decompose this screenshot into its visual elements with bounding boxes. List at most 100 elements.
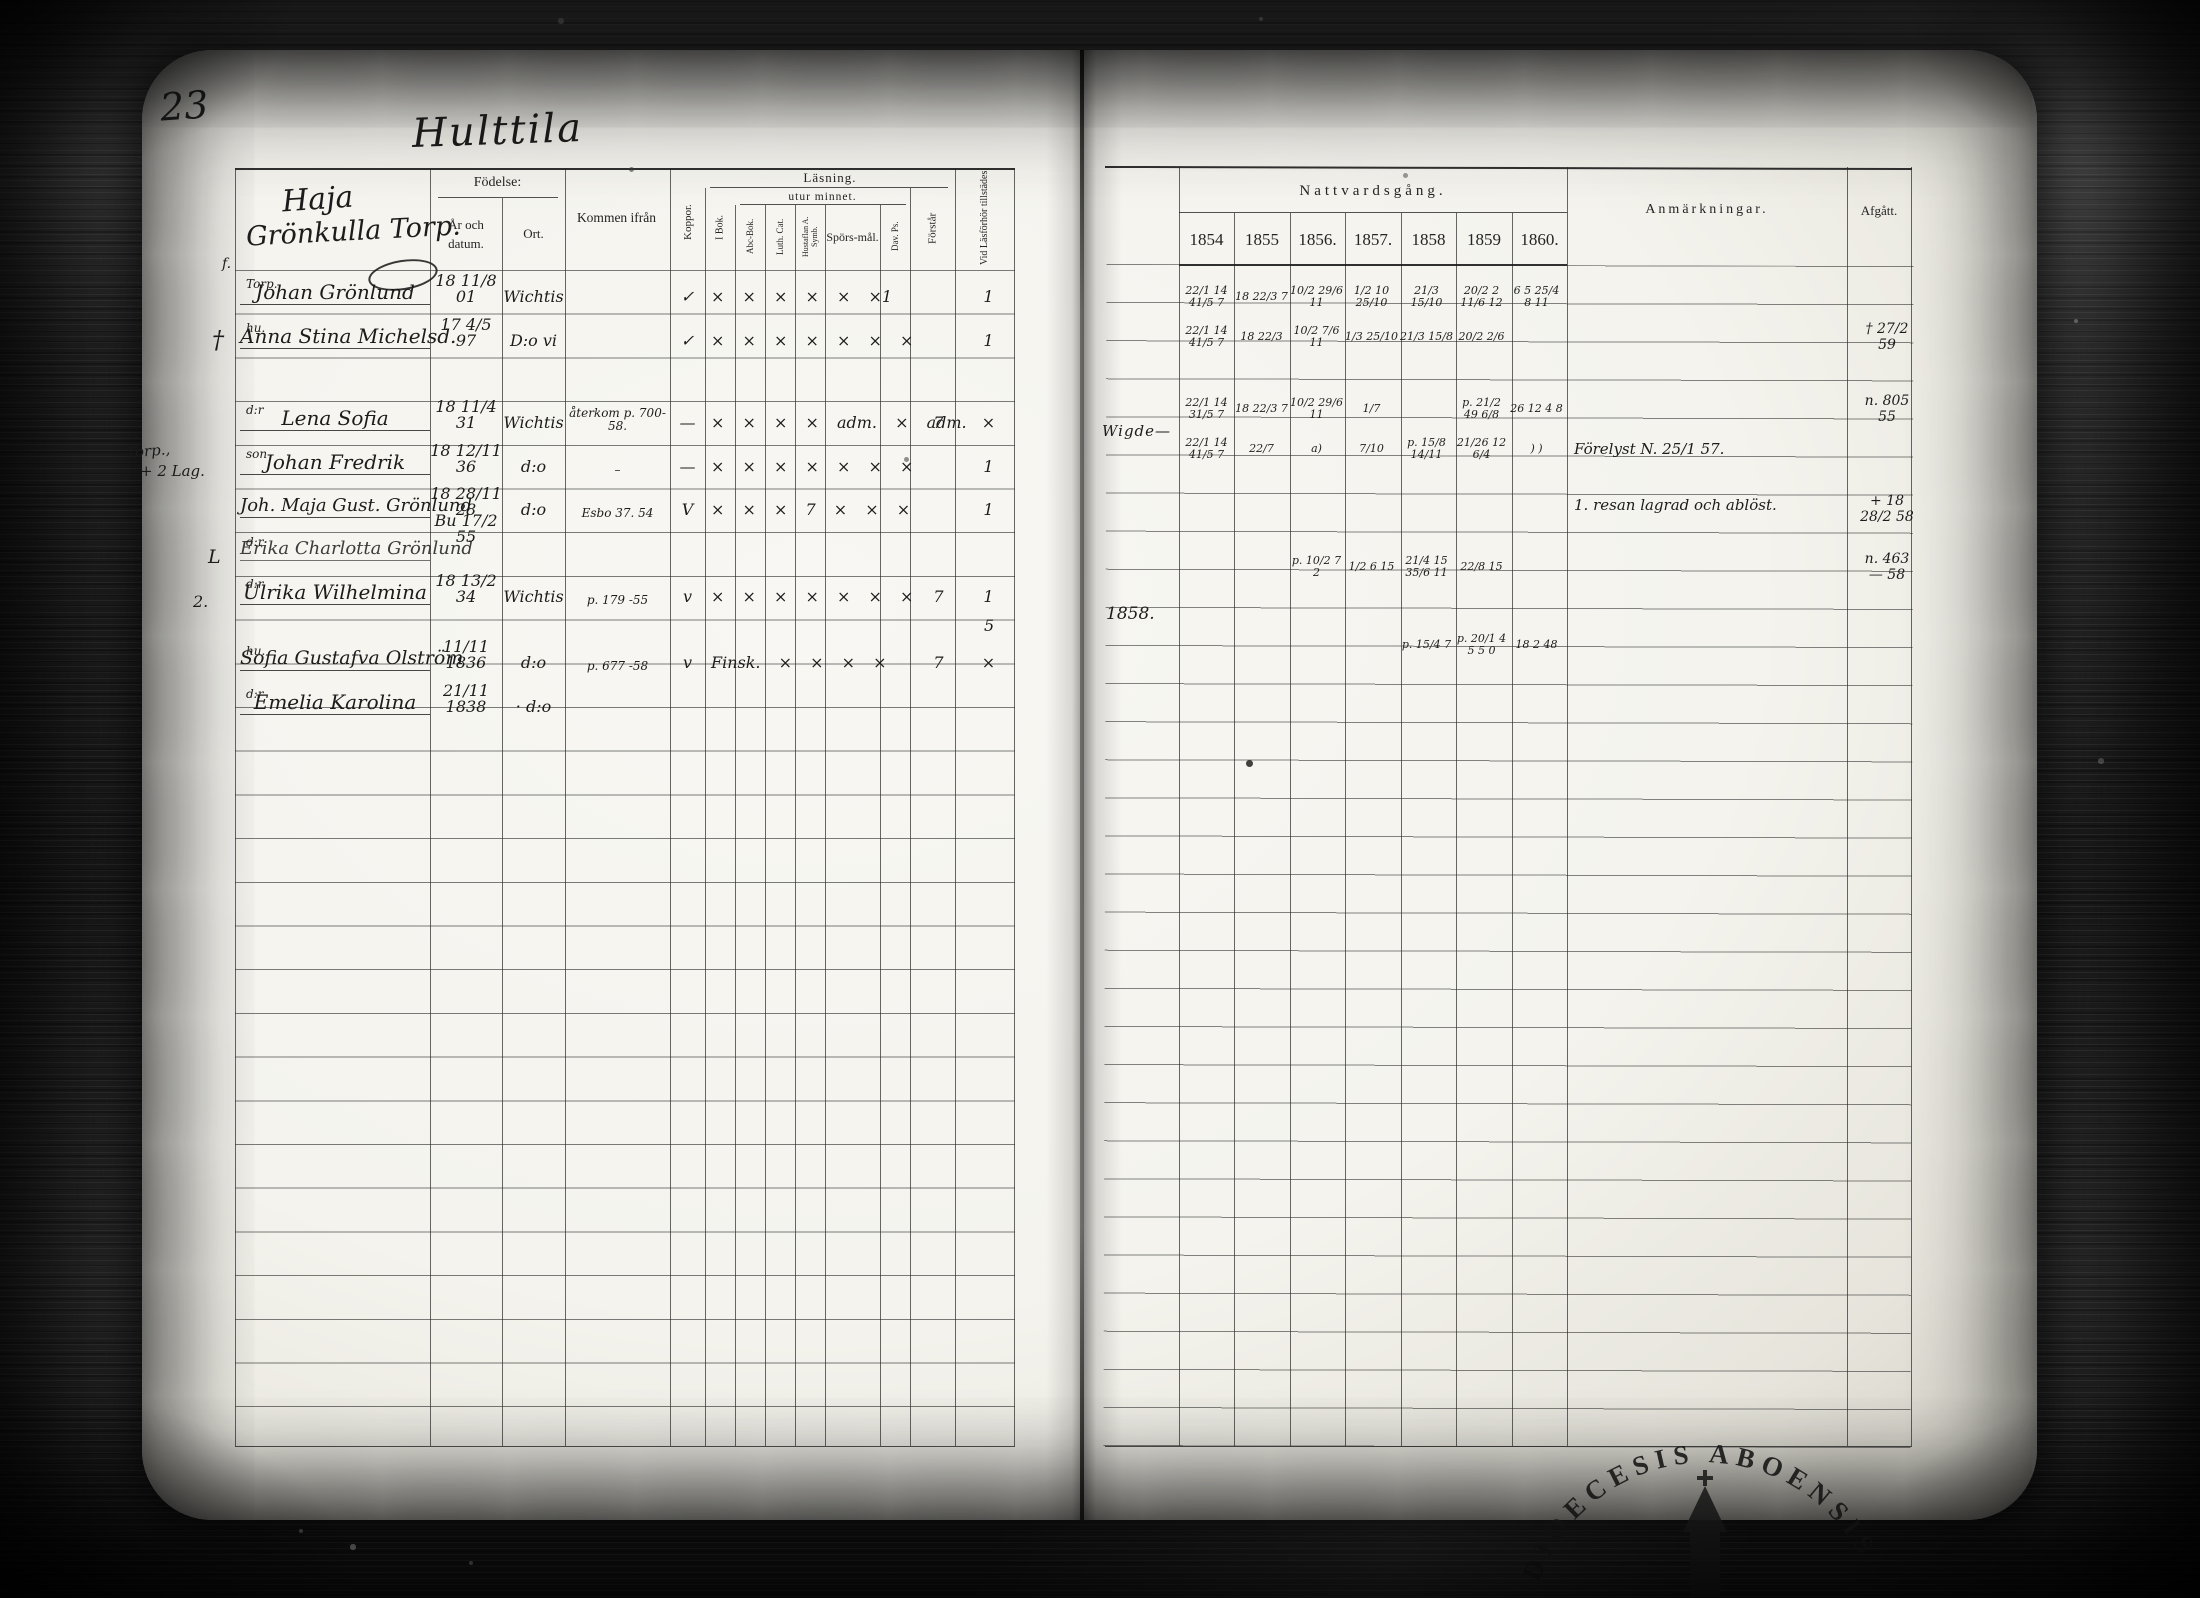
communion-1854: 22/1 14 41/5 7 — [1185, 435, 1228, 461]
smallpox-mark: — — [679, 457, 696, 476]
smallpox-mark: ✓ — [680, 287, 695, 306]
left-table-top-border — [235, 168, 1015, 170]
birth-place: d:o — [520, 457, 547, 476]
margin-note: f. — [222, 256, 232, 272]
reading-marks: × × × × × × × — [711, 331, 914, 350]
table-row: Joh. Maja Gust. Grönlund 18 28/11 28 d:o… — [240, 479, 1012, 523]
table-row: son Johan Fredrik 18 12/11 36 d:o – — × ×… — [240, 436, 1012, 480]
reading-marks: × × × × × ×1 — [711, 287, 893, 306]
reading-marks: Finsk. × × × × — [711, 653, 887, 672]
departed-note: n. 805 55 — [1864, 392, 1910, 425]
smallpox-mark: — — [679, 413, 696, 432]
page-number: 23 — [158, 82, 210, 130]
table-row: 22/1 14 41/5 7 22/7 a) 7/10 p. 15/8 14/1… — [1105, 428, 1911, 470]
arrived-from — [565, 351, 670, 354]
header-underline — [438, 197, 558, 198]
smallpox-mark: V — [681, 500, 694, 519]
birth-date: 18 11/8 01 — [435, 271, 497, 306]
left-table-row-lines — [235, 270, 1015, 1447]
communion-1859: 22/8 15 — [1460, 559, 1503, 573]
table-row: Torp. Johan Grönlund 18 11/8 01 Wichtis ✓… — [240, 266, 1012, 310]
understands-mark — [916, 349, 961, 354]
communion-1854: 22/1 14 41/5 7 — [1185, 283, 1228, 309]
smallpox-mark: v — [682, 587, 693, 606]
person-name: Emelia Karolina — [240, 692, 430, 715]
arrived-from: – — [614, 463, 621, 478]
communion-1858: 21/3 15/8 — [1400, 329, 1453, 343]
table-row: hu. Sofia Gustafva Olström 11/11 1836 d:o… — [240, 632, 1012, 676]
birth-date: 17 4/5 97 — [440, 315, 492, 350]
reading-marks: × × × 7 × × × — [711, 500, 911, 519]
communion-1854: 22/1 14 41/5 7 — [1185, 323, 1228, 349]
remark: 1. resan lagrad och ablöst. — [1574, 496, 1777, 514]
table-row: d:r Ulrika Wilhelmina 18 13/2 34 Wichtis … — [240, 566, 1012, 610]
communion-1857: 1/3 25/10 — [1345, 329, 1398, 343]
communion-1856: 10/2 29/6 11 — [1290, 395, 1343, 421]
communion-1859: p. 21/2 49 6/8 — [1462, 395, 1501, 421]
header-vid-lasforhor: Vid Läsförhör tillstädes — [978, 170, 990, 266]
birth-date: 18 11/4 31 — [435, 397, 497, 432]
birth-place: Wichtis — [503, 287, 564, 306]
understands-mark: 7 — [933, 587, 944, 606]
person-name: Anna Stina Michelsd. — [240, 324, 457, 349]
header-anmarkningar: Anmärkningar. — [1645, 202, 1769, 217]
attendance-mark: 1 — [983, 287, 994, 306]
person-name: Lena Sofia — [240, 408, 430, 431]
reading-marks — [705, 715, 916, 720]
arrived-from: återkom p. 700-58. — [569, 406, 666, 434]
margin-note: L — [208, 546, 221, 568]
birth-place: Wichtis — [503, 587, 564, 606]
header-ar-och-datum: År och datum. — [448, 216, 484, 252]
attendance-mark: 1 — [983, 587, 994, 606]
birth-date: Bu 17/2 55 — [434, 511, 498, 546]
header-underline — [740, 204, 906, 205]
header-hustaflan: Hustaflan A. Symb. — [800, 216, 819, 257]
row-prefix: hu. — [246, 644, 266, 658]
communion-1860: 26 12 4 8 — [1510, 401, 1563, 415]
header-luth-cat: Luth. Cat. — [775, 218, 785, 255]
header-utur-minnet: utur minnet. — [788, 190, 857, 203]
attendance-mark — [961, 715, 1016, 720]
gutter-note-wigde: Wigde— — [1102, 422, 1172, 440]
communion-1859: 20/2 2/6 — [1458, 329, 1505, 343]
header-year-1855: 1855 — [1245, 230, 1279, 249]
header-underline — [1179, 212, 1567, 213]
row-prefix: son — [246, 447, 268, 461]
birth-date: 11/11 1836 — [442, 637, 490, 672]
header-ort: Ort. — [523, 226, 544, 241]
understands-mark — [916, 715, 961, 720]
person-name: Joh. Maja Gust. Grönlund — [240, 495, 473, 518]
communion-1855: 18 22/3 7 — [1235, 401, 1288, 415]
attendance-mark: × — [981, 413, 996, 432]
reading-marks: × × × × adm. × adm. — [711, 413, 967, 432]
communion-1859: p. 20/1 4 5 5 0 — [1456, 631, 1507, 657]
departed-note: n. 463 — 58 — [1864, 550, 1910, 583]
communion-1856: p. 10/2 7 2 — [1291, 553, 1342, 579]
house-header-line1: Haja — [280, 179, 355, 220]
smallpox-mark: v — [682, 653, 693, 672]
smallpox-mark — [670, 715, 705, 720]
birth-place: Wichtis — [503, 413, 564, 432]
communion-1860: ) ) — [1530, 441, 1543, 455]
header-year-1854: 1854 — [1189, 230, 1224, 249]
row-prefix: d:r — [246, 403, 264, 417]
row-prefix: d:r — [246, 687, 264, 701]
page-title: Hulttila — [411, 105, 584, 157]
row-prefix: d:r — [246, 535, 264, 549]
communion-1858: p. 15/4 7 — [1401, 637, 1452, 651]
communion-1856: 10/2 7/6 11 — [1293, 323, 1340, 349]
margin-cross: † — [212, 326, 224, 354]
birth-place: d:o — [520, 653, 547, 672]
table-row: hu. Anna Stina Michelsd. 17 4/5 97 D:o vi… — [240, 310, 1012, 354]
attendance-mark: 1 — [983, 331, 994, 350]
communion-1859: 21/26 12 6/4 — [1456, 435, 1507, 461]
table-row: d:r Lena Sofia 18 11/4 31 Wichtis återkom… — [240, 392, 1012, 436]
communion-1857: 1/7 — [1362, 401, 1381, 415]
header-year-1857: 1857. — [1353, 230, 1393, 249]
communion-1857: 1/2 6 15 — [1348, 559, 1395, 573]
person-name: Ulrika Wilhelmina — [240, 582, 430, 605]
header-fodelse: Födelse: — [473, 175, 522, 190]
row-prefix: Torp. — [246, 277, 278, 291]
communion-1855: 18 22/3 7 — [1235, 289, 1288, 303]
